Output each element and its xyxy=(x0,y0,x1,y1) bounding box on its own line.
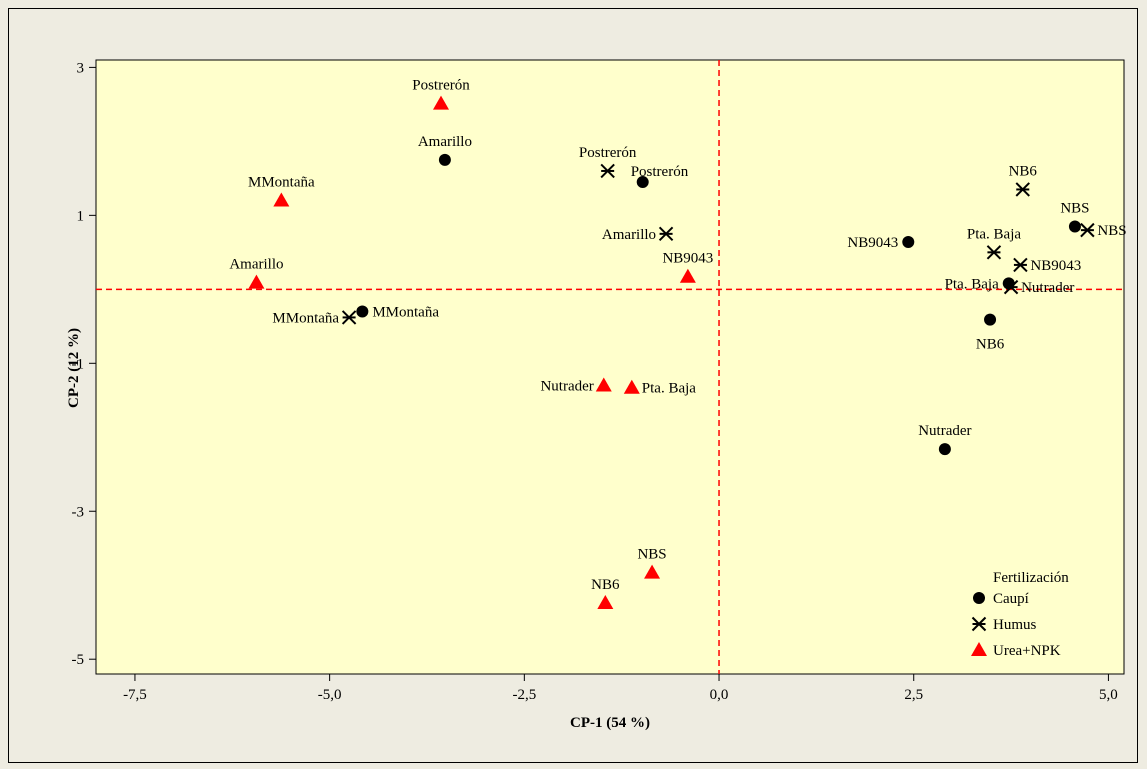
point-label-urea-npk: Pta. Baja xyxy=(642,381,696,397)
point-caup- xyxy=(636,176,649,189)
point-label-caup-: NBS xyxy=(1060,200,1089,216)
point-urea-npk xyxy=(595,377,612,392)
y-tick-label: 3 xyxy=(77,60,85,76)
y-axis: 3 1 -1 -3 -5 xyxy=(72,60,96,668)
x-tick-label: -5,0 xyxy=(318,687,342,703)
point-label-caup-: Nutrader xyxy=(918,423,971,439)
y-tick-label: -1 xyxy=(72,356,85,372)
point-humus xyxy=(658,226,674,242)
point-humus xyxy=(341,310,357,325)
legend-label-urea-npk: Urea+NPK xyxy=(993,643,1061,659)
legend-label-humus: Humus xyxy=(993,617,1037,633)
plot-area xyxy=(95,59,1125,675)
legend-marker-urea-npk xyxy=(971,642,987,656)
points-layer xyxy=(248,95,1095,609)
point-urea-npk xyxy=(597,594,614,609)
point-label-urea-npk: NBS xyxy=(637,547,666,563)
point-humus xyxy=(1015,182,1030,197)
point-urea-npk xyxy=(623,379,640,394)
point-urea-npk xyxy=(644,564,661,579)
point-label-urea-npk: Nutrader xyxy=(540,378,593,394)
point-label-humus: NB9043 xyxy=(1030,258,1081,274)
point-humus xyxy=(1080,222,1095,238)
point-caup- xyxy=(902,235,915,248)
point-label-humus: NB6 xyxy=(1009,163,1038,179)
point-label-caup-: Pta. Baja xyxy=(945,276,999,292)
legend-marker-humus xyxy=(971,616,987,632)
point-label-caup-: Amarillo xyxy=(418,134,472,150)
point-urea-npk xyxy=(679,268,696,283)
x-tick-label: -7,5 xyxy=(123,687,147,703)
point-caup- xyxy=(938,443,951,456)
point-label-urea-npk: NB9043 xyxy=(662,251,713,267)
point-label-urea-npk: NB6 xyxy=(591,577,620,593)
x-tick-label: 0,0 xyxy=(710,687,729,703)
point-label-caup-: NB6 xyxy=(976,337,1005,353)
legend-title: Fertilización xyxy=(993,570,1069,586)
x-tick-label: -2,5 xyxy=(512,687,536,703)
x-tick-label: 2,5 xyxy=(904,687,923,703)
point-label-caup-: Postrerón xyxy=(631,164,689,180)
x-tick-label: 5,0 xyxy=(1099,687,1118,703)
legend-marker-caup- xyxy=(973,592,985,604)
point-humus xyxy=(986,245,1002,260)
x-axis: -7,5 -5,0 -2,5 0,0 2,5 5,0 xyxy=(123,674,1118,703)
point-label-humus: Amarillo xyxy=(602,227,656,243)
y-tick-label: -3 xyxy=(72,504,85,520)
y-axis-title: CP-2 (12 %) xyxy=(66,328,82,408)
point-urea-npk xyxy=(433,95,450,110)
point-humus xyxy=(1003,279,1019,295)
point-label-urea-npk: Postrerón xyxy=(412,78,470,94)
point-caup- xyxy=(356,305,369,318)
point-label-humus: Pta. Baja xyxy=(967,226,1021,242)
point-humus xyxy=(1013,257,1028,273)
point-label-urea-npk: Amarillo xyxy=(229,257,283,273)
point-label-humus: NBS xyxy=(1097,223,1126,239)
point-caup- xyxy=(1068,220,1081,233)
point-caup- xyxy=(438,153,451,166)
y-tick-label: 1 xyxy=(77,208,85,224)
x-axis-title: CP-1 (54 %) xyxy=(570,715,650,731)
point-label-humus: Postrerón xyxy=(579,145,637,161)
point-label-urea-npk: MMontaña xyxy=(248,175,315,191)
point-urea-npk xyxy=(273,192,290,207)
legend: Fertilización Caupí Humus Urea+NPK xyxy=(971,570,1069,659)
y-tick-label: -5 xyxy=(72,652,85,668)
reference-lines xyxy=(96,60,1124,674)
legend-label-caup-: Caupí xyxy=(993,591,1029,607)
point-urea-npk xyxy=(248,274,265,289)
point-label-humus: MMontaña xyxy=(272,310,339,326)
point-labels-layer: Amarillo Postrerón MMontaña NB9043 NBS Pta. B… xyxy=(229,78,1126,593)
point-caup- xyxy=(984,313,997,326)
point-label-caup-: MMontaña xyxy=(372,305,439,321)
point-label-caup-: NB9043 xyxy=(847,235,898,251)
point-label-humus: Nutrader xyxy=(1021,280,1074,296)
point-humus xyxy=(600,163,615,179)
